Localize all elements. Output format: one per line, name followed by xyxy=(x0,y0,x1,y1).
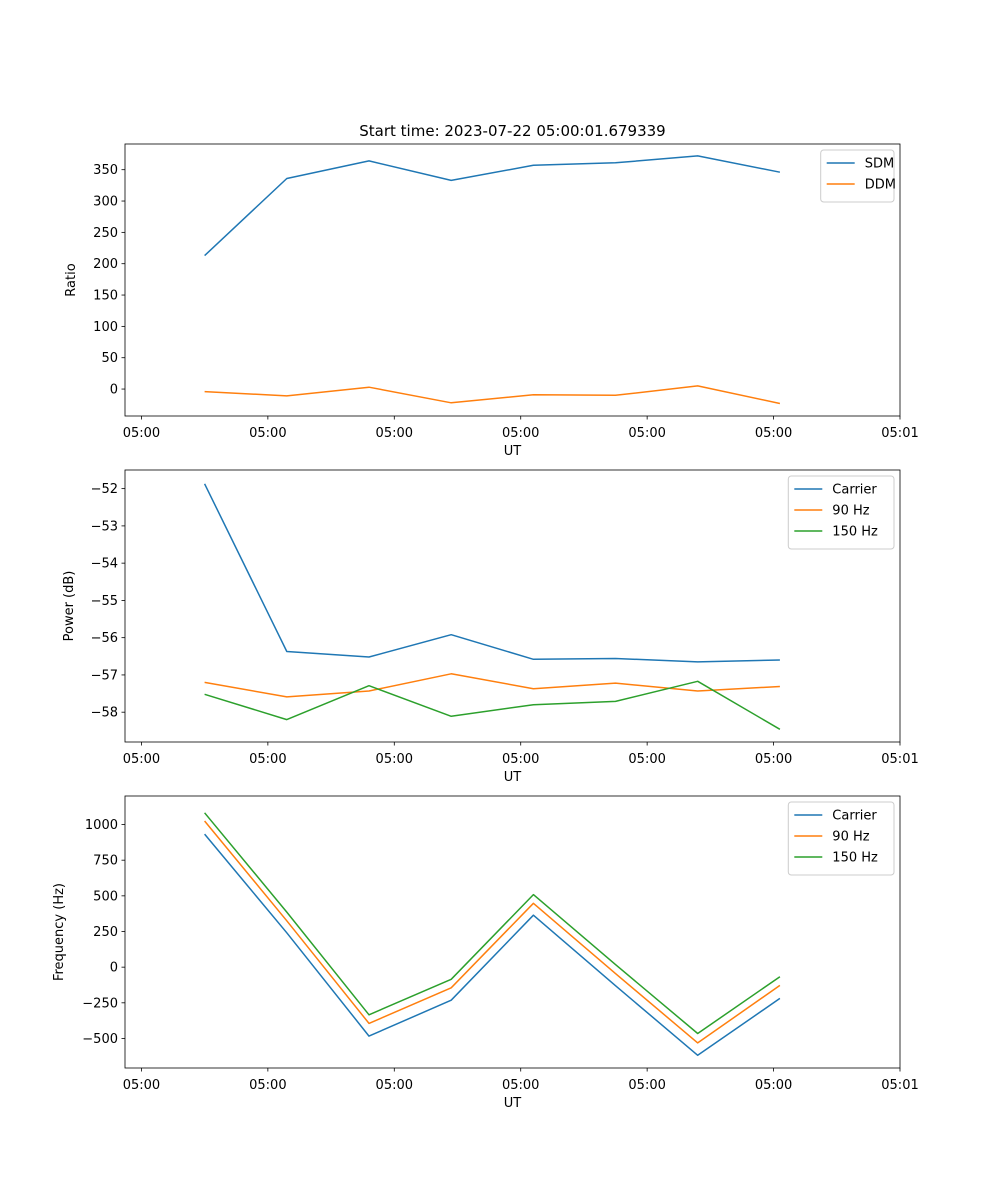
y-axis-label: Power (dB) xyxy=(62,571,77,642)
legend-label: 150 Hz xyxy=(832,525,878,540)
x-tick-label: 05:00 xyxy=(628,752,665,767)
series-line-90-hz xyxy=(204,673,780,698)
series-line-ddm xyxy=(204,385,781,405)
y-tick-label: 50 xyxy=(101,351,118,366)
legend: Carrier 90 Hz 150 Hz xyxy=(787,801,895,876)
x-tick-label: 05:00 xyxy=(628,1078,665,1093)
x-tick-label: 05:00 xyxy=(755,426,792,441)
y-axis-label: Frequency (Hz) xyxy=(52,883,67,981)
x-axis-label: UT xyxy=(504,1096,522,1111)
y-tick-label: 0 xyxy=(110,961,118,976)
legend-label: 150 Hz xyxy=(832,851,878,866)
series-line-150-hz xyxy=(204,812,781,1035)
y-tick-label: −53 xyxy=(91,519,118,534)
x-tick-label: 05:01 xyxy=(881,752,918,767)
x-tick-label: 05:00 xyxy=(502,752,539,767)
y-tick-label: −58 xyxy=(91,706,118,721)
x-tick-label: 05:00 xyxy=(123,752,160,767)
x-tick-label: 05:00 xyxy=(376,1078,413,1093)
y-tick-label: 300 xyxy=(93,195,118,210)
x-tick-label: 05:00 xyxy=(249,752,286,767)
series-line-carrier xyxy=(204,833,781,1057)
x-tick-label: 05:01 xyxy=(881,426,918,441)
legend-label: Carrier xyxy=(832,809,877,824)
y-tick-label: −52 xyxy=(91,482,118,497)
y-axis-label: Ratio xyxy=(64,263,79,296)
x-tick-label: 05:00 xyxy=(755,752,792,767)
legend-label: SDM xyxy=(865,157,894,172)
x-tick-label: 05:00 xyxy=(376,752,413,767)
y-tick-label: 250 xyxy=(93,226,118,241)
series-line-sdm xyxy=(204,155,781,257)
legend: Carrier 90 Hz 150 Hz xyxy=(787,475,895,550)
legend-label: DDM xyxy=(865,178,896,193)
y-tick-label: 0 xyxy=(110,383,118,398)
x-tick-label: 05:00 xyxy=(755,1078,792,1093)
x-tick-label: 05:01 xyxy=(881,1078,918,1093)
y-tick-label: 500 xyxy=(93,889,118,904)
y-tick-label: 100 xyxy=(93,320,118,335)
x-axis-label: UT xyxy=(504,444,522,459)
x-axis-label: UT xyxy=(504,770,522,785)
panel-2: 05:00 05:00 05:00 05:00 05:00 05:00 05:01 −58 −5… xyxy=(62,469,919,785)
y-tick-label: 1000 xyxy=(85,818,118,833)
y-tick-label: −54 xyxy=(91,557,118,572)
y-tick-label: −250 xyxy=(82,996,118,1011)
axes-frame xyxy=(124,469,901,743)
x-tick-label: 05:00 xyxy=(123,426,160,441)
y-tick-label: 750 xyxy=(93,854,118,869)
series-line-carrier xyxy=(203,483,780,663)
series-line-90-hz xyxy=(204,820,781,1044)
x-tick-label: 05:00 xyxy=(376,426,413,441)
legend-label: Carrier xyxy=(832,483,877,498)
y-tick-label: −56 xyxy=(91,631,118,646)
y-tick-label: −500 xyxy=(82,1032,118,1047)
legend-label: 90 Hz xyxy=(832,504,869,519)
y-tick-label: 350 xyxy=(93,163,118,178)
figure-title: Start time: 2023-07-22 05:00:01.679339 xyxy=(359,122,665,140)
y-tick-label: 150 xyxy=(93,289,118,304)
legend: SDM DDM xyxy=(820,149,896,203)
panel-3: 05:00 05:00 05:00 05:00 05:00 05:00 05:01 −500 −… xyxy=(52,795,919,1111)
y-tick-label: −57 xyxy=(91,668,118,683)
y-tick-label: 250 xyxy=(93,925,118,940)
axes-frame xyxy=(124,795,901,1069)
legend-label: 90 Hz xyxy=(832,830,869,845)
x-tick-label: 05:00 xyxy=(123,1078,160,1093)
y-tick-label: 200 xyxy=(93,257,118,272)
x-tick-label: 05:00 xyxy=(628,426,665,441)
y-tick-label: −55 xyxy=(91,594,118,609)
x-tick-label: 05:00 xyxy=(502,426,539,441)
panels: 05:00 05:00 05:00 05:00 05:00 05:00 05:01 0 50 10… xyxy=(52,143,919,1111)
x-tick-label: 05:00 xyxy=(249,426,286,441)
x-tick-label: 05:00 xyxy=(502,1078,539,1093)
series-line-150-hz xyxy=(204,680,781,730)
x-tick-label: 05:00 xyxy=(249,1078,286,1093)
axes-frame xyxy=(124,143,901,417)
panel-1: 05:00 05:00 05:00 05:00 05:00 05:00 05:01 0 50 10… xyxy=(64,143,919,459)
